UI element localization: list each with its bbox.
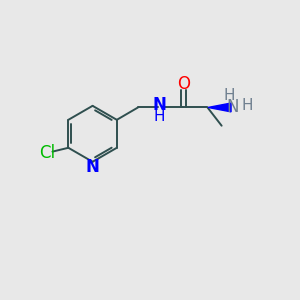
Text: H: H: [224, 88, 235, 103]
Text: Cl: Cl: [39, 144, 55, 162]
Text: N: N: [85, 158, 100, 176]
Polygon shape: [208, 103, 231, 112]
Text: H: H: [154, 110, 165, 124]
Text: N: N: [152, 96, 166, 114]
Text: N: N: [227, 98, 239, 116]
Text: H: H: [242, 98, 253, 113]
Text: O: O: [177, 76, 190, 94]
